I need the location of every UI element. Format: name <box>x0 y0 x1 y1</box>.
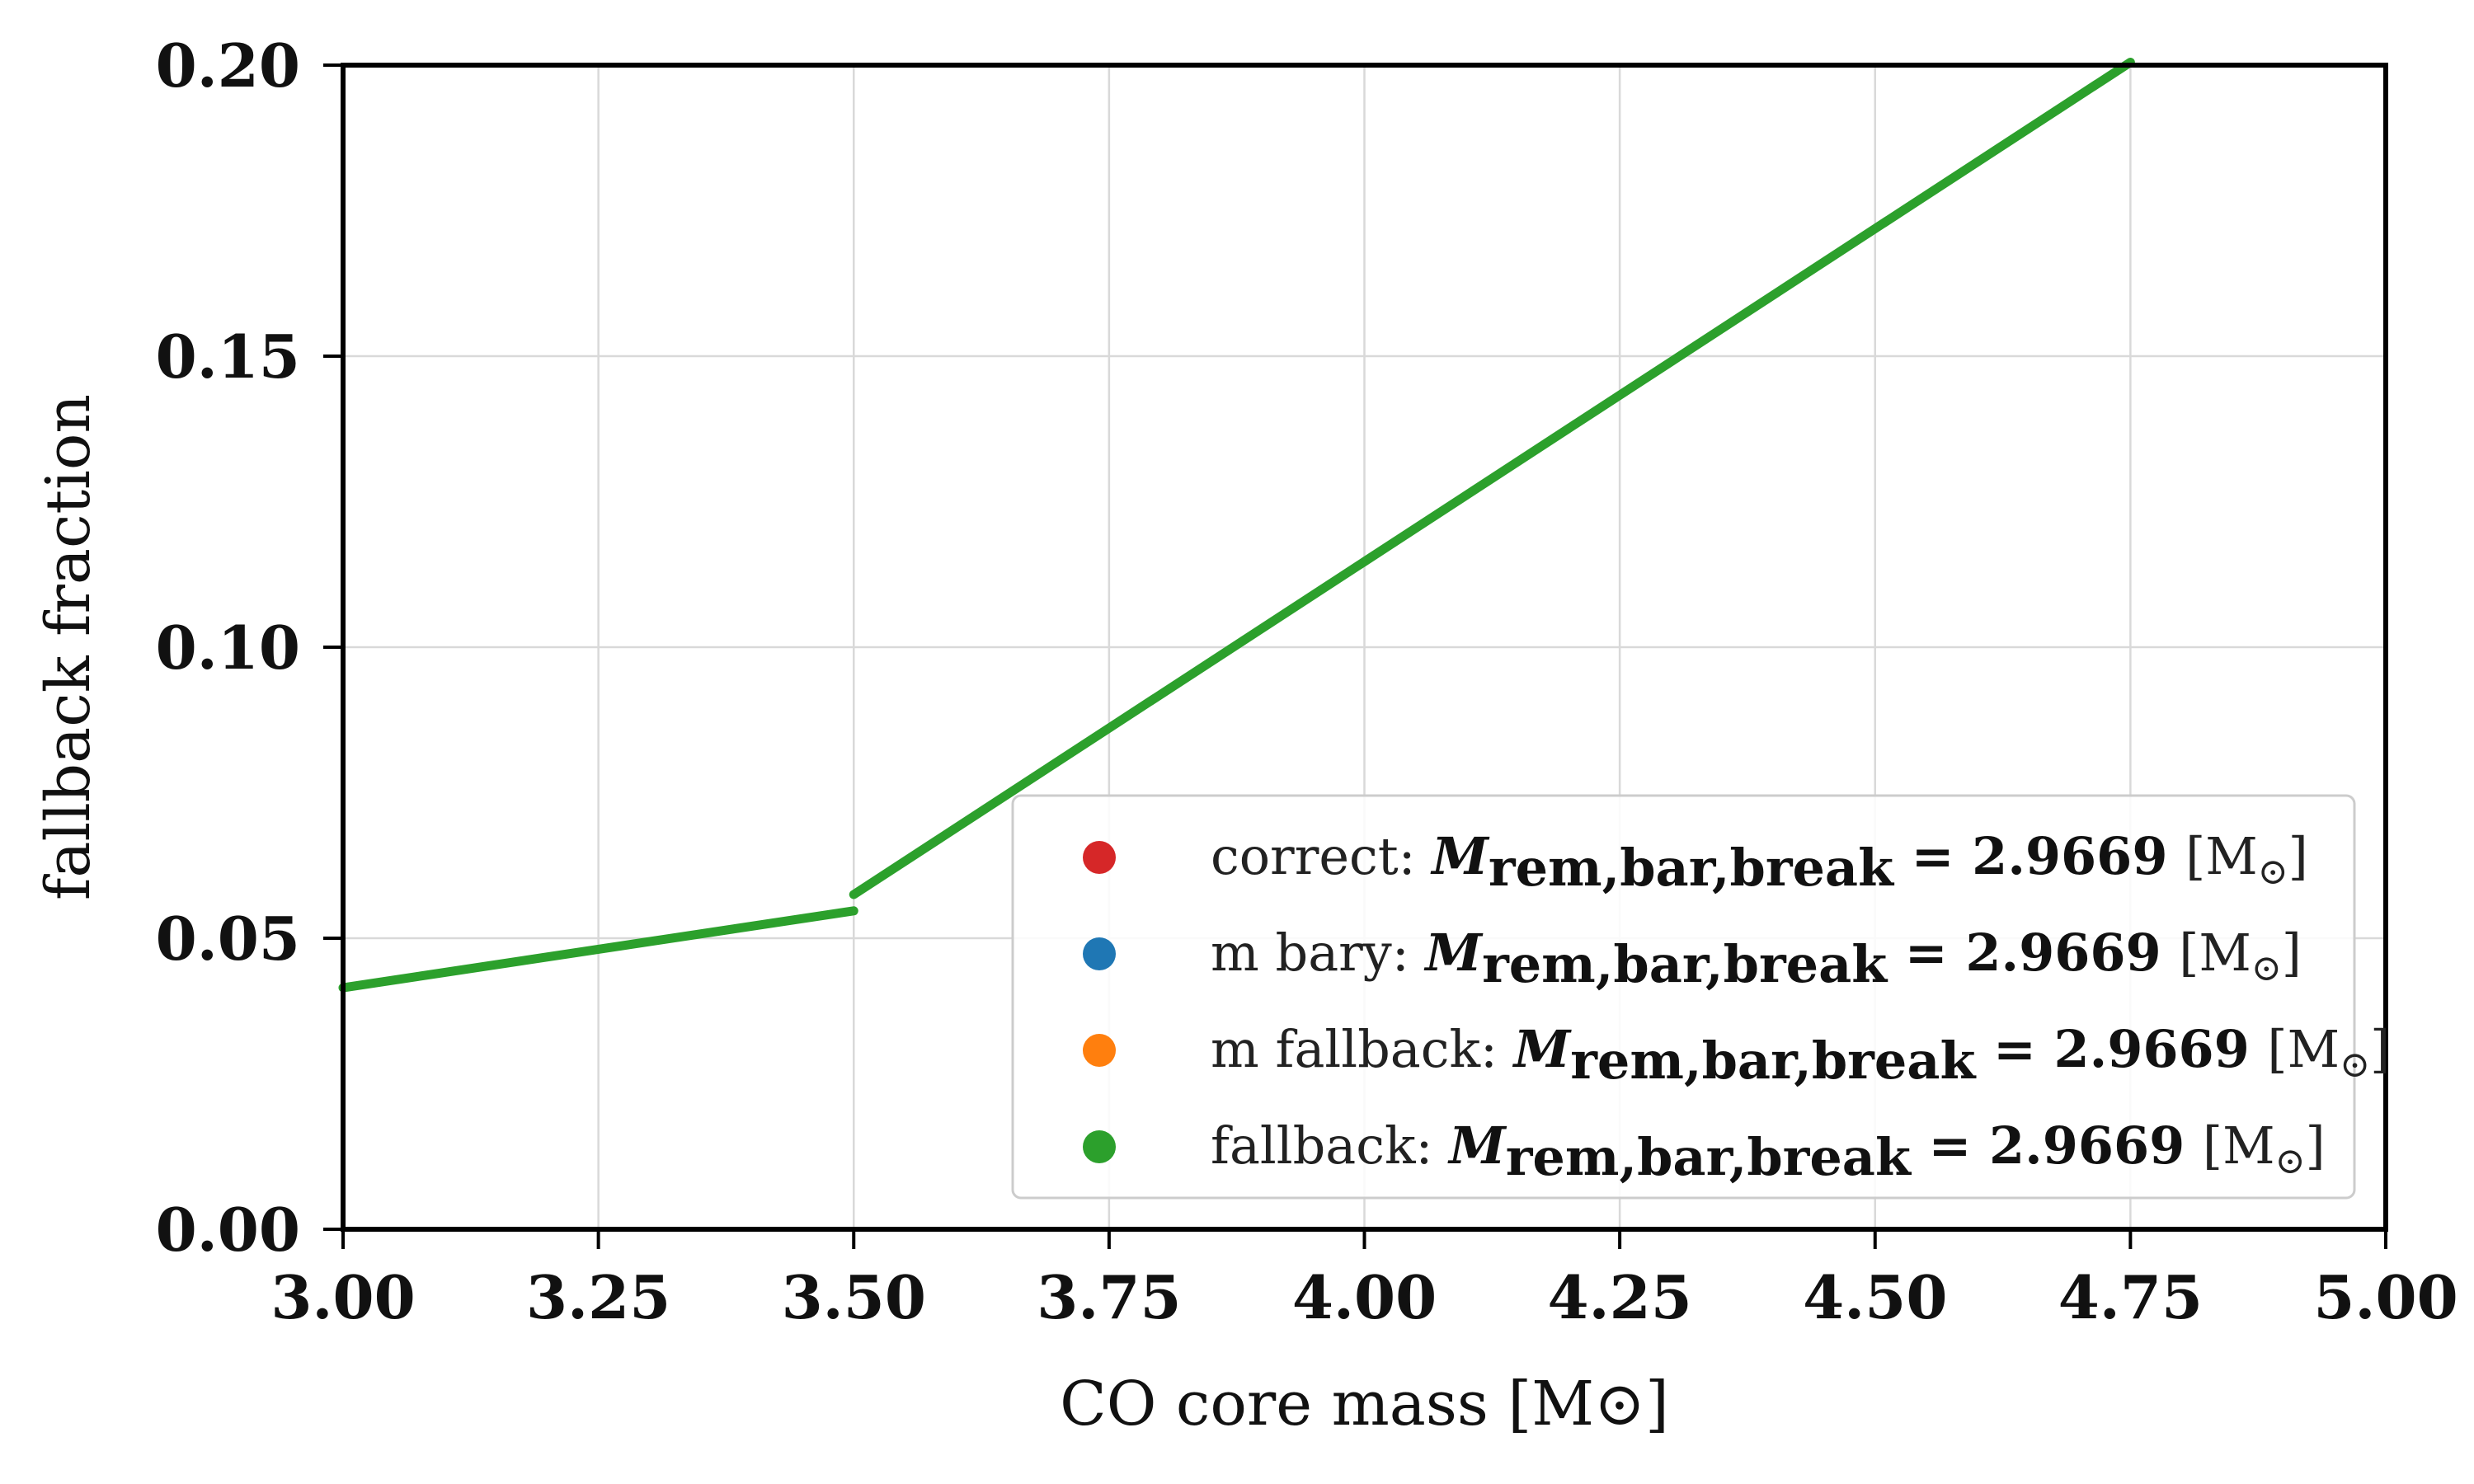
y-axis-label: fallback fraction <box>33 394 104 900</box>
legend-entry-label: fallback: Mrem,bar,break = 2.9669 [M⊙] <box>1211 1115 2326 1187</box>
legend-box <box>1011 794 2356 1200</box>
x-tick-label: 4.75 <box>2058 1262 2203 1332</box>
series-line-fallback-segment-1 <box>849 57 2135 899</box>
x-tick-label: 4.25 <box>1547 1262 1691 1332</box>
y-tick-label: 0.00 <box>156 1195 300 1265</box>
y-tick-label: 0.05 <box>156 904 300 974</box>
legend-marker <box>1083 937 1116 970</box>
legend-entry-label: correct: Mrem,bar,break = 2.9669 [M⊙] <box>1211 826 2308 898</box>
legend-marker <box>1083 841 1116 874</box>
legend-entry-label: m bary: Mrem,bar,break = 2.9669 [M⊙] <box>1211 923 2302 994</box>
x-tick-label: 3.25 <box>526 1262 670 1332</box>
x-tick-label: 5.00 <box>2313 1262 2458 1332</box>
legend-entry-label: m fallback: Mrem,bar,break = 2.9669 [M⊙] <box>1211 1019 2390 1091</box>
y-tick-label: 0.20 <box>156 31 300 101</box>
legend: correct: Mrem,bar,break = 2.9669 [M⊙] m b… <box>1011 794 2390 1200</box>
x-axis-label: CO core mass [M⊙] <box>1060 1369 1669 1439</box>
y-tick-label: 0.10 <box>156 613 300 683</box>
series-line-fallback-segment-0 <box>338 906 858 993</box>
legend-marker <box>1083 1130 1116 1163</box>
axis-ticks: 3.00 3.25 3.50 3.75 4.00 4.25 4.50 4.75 5.00 0.00… <box>156 31 2458 1332</box>
plot-lines <box>338 57 2135 993</box>
x-tick-label: 3.50 <box>782 1262 926 1332</box>
x-tick-label: 3.00 <box>270 1262 415 1332</box>
x-tick-label: 4.00 <box>1292 1262 1437 1332</box>
x-tick-label: 3.75 <box>1037 1262 1181 1332</box>
x-tick-label: 4.50 <box>1803 1262 1947 1332</box>
y-tick-label: 0.15 <box>156 322 300 392</box>
legend-marker <box>1083 1034 1116 1067</box>
